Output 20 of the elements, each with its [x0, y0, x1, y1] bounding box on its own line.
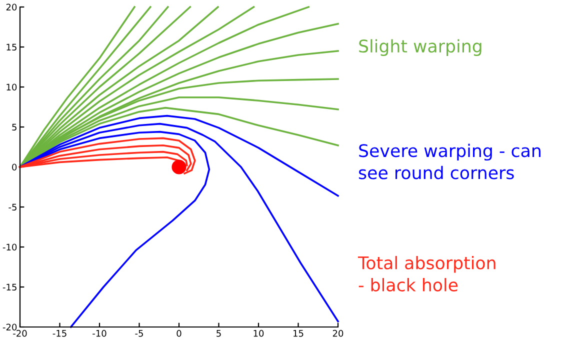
y-tick-label: -20	[2, 324, 17, 331]
x-tick-label: 20	[332, 330, 344, 337]
x-tick-label: 5	[216, 330, 221, 337]
y-tick-label: 20	[6, 4, 17, 11]
y-tick-label: -15	[2, 284, 16, 291]
text: Slight warping	[359, 39, 482, 56]
text: Severe warping - can see round corners	[358, 144, 540, 180]
x-tick-label: 15	[294, 330, 304, 337]
x-tick-label: -10	[92, 330, 106, 337]
text: Total absorption - black hole	[358, 256, 496, 292]
y-tick-label: 0	[12, 164, 17, 171]
x-tick-label: 0	[176, 330, 182, 337]
y-tick-label: 10	[6, 84, 17, 91]
y-tick-label: -5	[8, 204, 16, 211]
y-tick-label: 5	[12, 124, 16, 131]
x-tick-label: 10	[254, 330, 264, 337]
x-tick-label: -5	[135, 330, 143, 337]
y-tick-label: 15	[6, 44, 16, 51]
x-tick-label: -15	[52, 330, 66, 337]
y-tick-label: -10	[2, 244, 17, 251]
